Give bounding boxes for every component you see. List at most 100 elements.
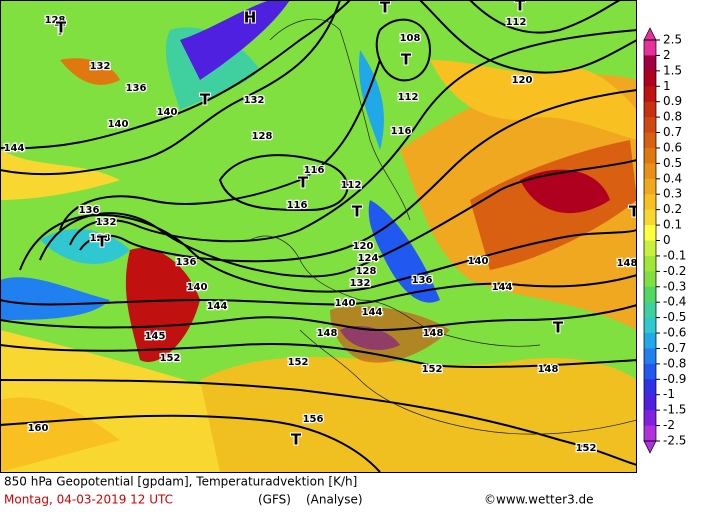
colorbar-label: 0.4 — [663, 171, 682, 185]
contour-label: 144 — [207, 301, 228, 312]
colorbar-bin — [644, 163, 656, 180]
colorbar-label: 2.5 — [663, 33, 682, 47]
contour-label: 136 — [412, 275, 433, 286]
contour-label: 145 — [145, 331, 166, 342]
contour-label: 128 — [252, 131, 273, 142]
contour-label: 120 — [512, 75, 533, 86]
colorbar-bin — [644, 333, 656, 349]
colorbar-label: 0.6 — [663, 140, 682, 154]
contour-label: 152 — [422, 364, 443, 375]
contour-label: 152 — [288, 357, 309, 368]
colorbar-bin — [644, 410, 656, 427]
colorbar-bin — [644, 302, 656, 319]
contour-label: 144 — [362, 307, 383, 318]
contour-label: 136 — [79, 205, 100, 216]
colorbar-label: 0.5 — [663, 156, 682, 170]
contour-label: 148 — [538, 364, 559, 375]
colorbar-label: -0.8 — [663, 356, 686, 370]
colorbar-bin — [644, 425, 656, 442]
pressure-center: H — [244, 9, 257, 27]
footer-date: Montag, 04-03-2019 12 UTC — [4, 493, 173, 507]
contour-label: 144 — [4, 143, 25, 154]
colorbar-bin — [644, 225, 656, 241]
colorbar-label: -0.9 — [663, 372, 686, 386]
colorbar-label: 0.1 — [663, 218, 682, 232]
footer-credit: ©www.wetter3.de — [484, 493, 594, 507]
contour-label: 116 — [304, 165, 325, 176]
contour-label: 112 — [341, 180, 362, 191]
pressure-center: T — [515, 0, 526, 15]
isohypses — [0, 0, 637, 472]
pressure-center: T — [55, 21, 66, 39]
colorbar-label: 2 — [663, 48, 671, 62]
contour-label: 132 — [350, 278, 371, 289]
contour-label: 148 — [423, 328, 444, 339]
contour-label: 156 — [303, 414, 324, 425]
colorbar-bin — [644, 271, 656, 288]
colorbar-bin — [644, 117, 656, 134]
colorbar-bin — [644, 317, 656, 334]
colorbar-bin — [644, 101, 656, 118]
colorbar-label: 0.9 — [663, 94, 682, 108]
colorbar-label: 0.2 — [663, 202, 682, 216]
pressure-center: T — [200, 91, 211, 109]
colorbar: 2.521.5 10.9 0.80.70.6 0.50.4 0.30.2 0.10-0.1… — [643, 27, 686, 454]
contour-label: 128 — [90, 233, 111, 244]
colorbar-label: -0.5 — [663, 310, 686, 324]
pressure-center: T — [352, 203, 363, 221]
colorbar-label: -0.7 — [663, 341, 686, 355]
colorbar-bin — [644, 394, 656, 411]
contour-label: 116 — [391, 126, 412, 137]
contour-label: 152 — [160, 353, 181, 364]
colorbar-label: 0.3 — [663, 187, 682, 201]
contour-label: 144 — [492, 282, 513, 293]
colorbar-bin — [644, 86, 656, 103]
colorbar-label: 0 — [663, 233, 671, 247]
colorbar-arrow-bottom — [643, 440, 657, 454]
colorbar-bin — [644, 178, 656, 195]
colorbar-label: -1.5 — [663, 403, 686, 417]
colorbar-bin — [644, 379, 656, 396]
contour-label: 148 — [617, 258, 638, 269]
contour-label: 148 — [145, 331, 166, 342]
colorbar-bin — [644, 286, 656, 303]
footer-model: (GFS) — [258, 493, 291, 507]
pressure-center: T — [56, 19, 67, 37]
contour-label: 140 — [108, 119, 129, 130]
contour-label: 132 — [90, 61, 111, 72]
colorbar-bin — [644, 240, 656, 257]
contour-label: 112 — [506, 17, 527, 28]
contour-label: 132 — [244, 95, 265, 106]
colorbar-bin — [644, 363, 656, 380]
contour-label: 140 — [187, 282, 208, 293]
colorbar-label: -0.3 — [663, 279, 686, 293]
pressure-center: T — [97, 233, 108, 251]
contour-label: 116 — [287, 200, 308, 211]
pressure-center: T — [380, 0, 391, 17]
colorbar-bin — [644, 40, 656, 56]
colorbar-label: 0.8 — [663, 110, 682, 124]
colorbar-label: -0.2 — [663, 264, 686, 278]
colorbar-label: -0.1 — [663, 248, 686, 262]
contour-label: 160 — [28, 423, 49, 434]
colorbar-bin — [644, 194, 656, 211]
colorbar-label: 1 — [663, 79, 671, 93]
map-frame — [0, 0, 637, 473]
colorbar-bin — [644, 255, 656, 272]
footer-mode: (Analyse) — [306, 493, 363, 507]
contour-label: 140 — [157, 107, 178, 118]
colorbar-label: -0.6 — [663, 326, 686, 340]
colorbar-label: 0.7 — [663, 125, 682, 139]
coastlines — [249, 18, 637, 435]
colorbar-label: 1.5 — [663, 63, 682, 77]
pressure-center: T — [298, 174, 309, 192]
colorbar-label: -1 — [663, 387, 675, 401]
contour-label: 148 — [317, 328, 338, 339]
contour-label: 112 — [398, 92, 419, 103]
colorbar-bin — [644, 348, 656, 365]
contour-label: 136 — [126, 83, 147, 94]
pressure-center: T — [629, 203, 640, 221]
contour-label: 120 — [353, 241, 374, 252]
